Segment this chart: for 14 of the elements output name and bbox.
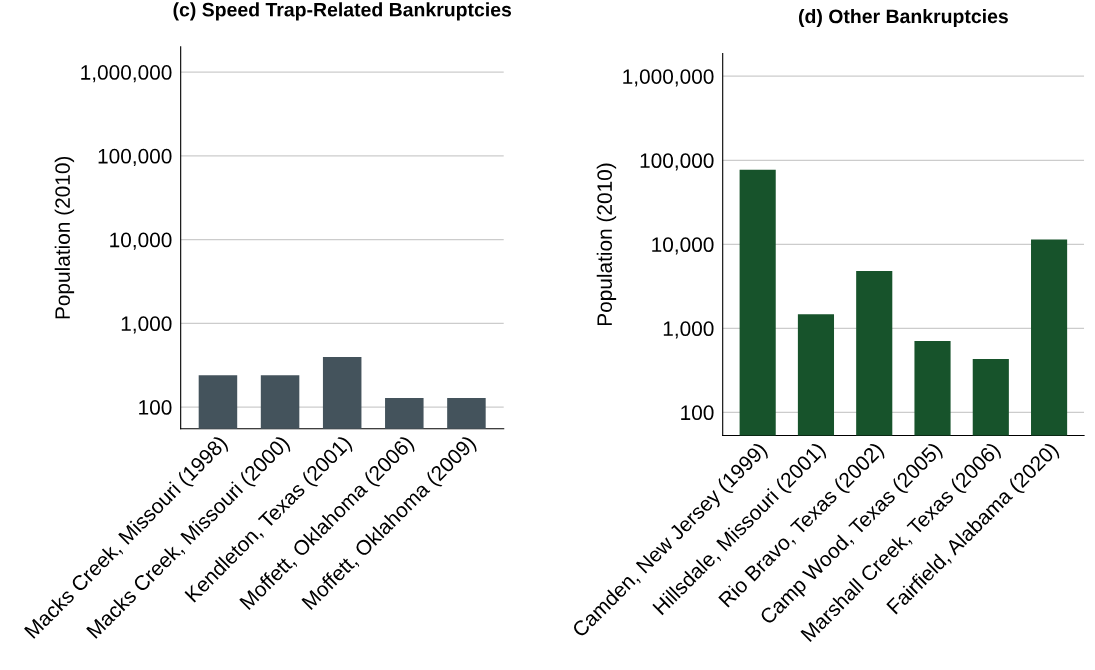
y-tick-label: 10,000 <box>652 237 714 255</box>
chart-title: (c) Speed Trap-Related Bankruptcies <box>173 2 512 21</box>
chart-title: (d) Other Bankruptcies <box>799 8 1008 28</box>
y-tick-label: 100,000 <box>640 153 714 171</box>
y-tick-label: 100 <box>681 405 714 421</box>
y-tick-label: 100,000 <box>98 148 172 167</box>
y-tick-label: 1,000,000 <box>81 65 172 83</box>
y-tick-label: 10,000 <box>110 232 172 250</box>
y-axis-title: Population (2010) <box>596 163 617 326</box>
y-tick-label: 1,000 <box>121 316 172 334</box>
y-axis-title: Population (2010) <box>54 156 75 319</box>
y-tick-label: 100 <box>139 400 172 415</box>
y-tick-label: 1,000,000 <box>623 69 714 87</box>
y-tick-label: 1,000 <box>663 321 714 339</box>
